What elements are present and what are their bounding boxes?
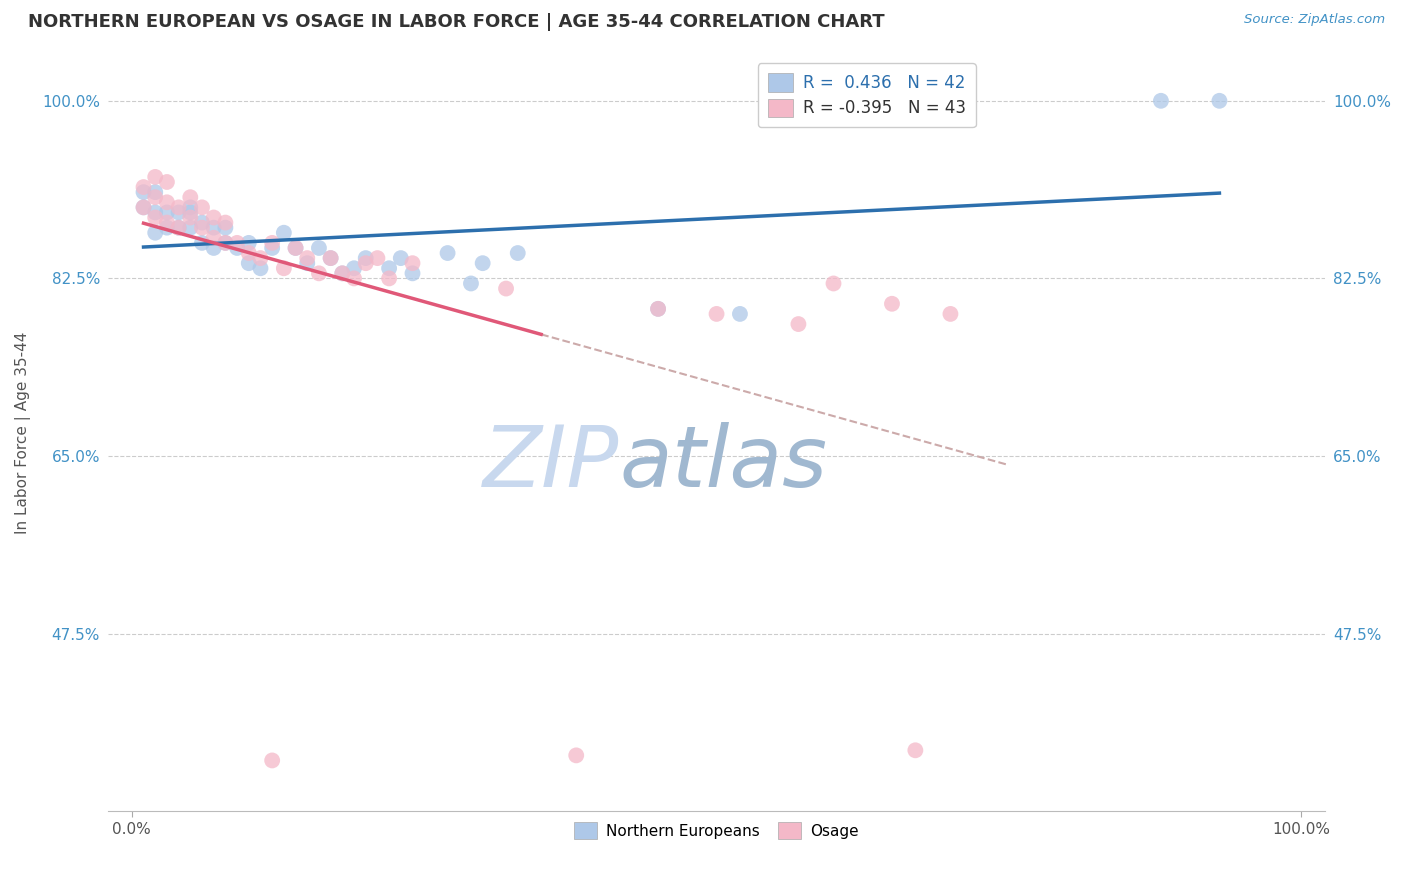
- Point: [226, 235, 249, 250]
- Point: [191, 235, 214, 250]
- Point: [132, 185, 155, 199]
- Point: [132, 200, 155, 214]
- Legend: Northern Europeans, Osage: Northern Europeans, Osage: [568, 816, 865, 845]
- Point: [202, 231, 225, 245]
- Point: [214, 220, 236, 235]
- Point: [214, 216, 236, 230]
- Point: [156, 220, 179, 235]
- Point: [143, 205, 166, 219]
- Point: [647, 301, 669, 316]
- Point: [262, 754, 284, 768]
- Point: [401, 266, 423, 280]
- Point: [343, 271, 366, 285]
- Point: [167, 220, 190, 235]
- Point: [565, 748, 588, 763]
- Point: [249, 251, 271, 265]
- Point: [143, 185, 166, 199]
- Point: [273, 261, 295, 276]
- Point: [191, 220, 214, 235]
- Text: Source: ZipAtlas.com: Source: ZipAtlas.com: [1244, 13, 1385, 27]
- Text: ZIP: ZIP: [484, 422, 619, 505]
- Point: [460, 277, 482, 291]
- Point: [238, 246, 260, 260]
- Point: [167, 200, 190, 214]
- Point: [880, 297, 903, 311]
- Point: [330, 266, 353, 280]
- Point: [319, 251, 342, 265]
- Point: [156, 205, 179, 219]
- Point: [167, 205, 190, 219]
- Point: [179, 190, 201, 204]
- Point: [167, 220, 190, 235]
- Point: [262, 235, 284, 250]
- Y-axis label: In Labor Force | Age 35-44: In Labor Force | Age 35-44: [15, 332, 31, 534]
- Point: [143, 211, 166, 225]
- Point: [436, 246, 458, 260]
- Point: [343, 261, 366, 276]
- Point: [354, 251, 377, 265]
- Point: [156, 216, 179, 230]
- Point: [191, 216, 214, 230]
- Point: [226, 241, 249, 255]
- Point: [179, 220, 201, 235]
- Point: [706, 307, 728, 321]
- Point: [202, 211, 225, 225]
- Point: [249, 261, 271, 276]
- Point: [143, 226, 166, 240]
- Point: [284, 241, 307, 255]
- Point: [214, 235, 236, 250]
- Point: [319, 251, 342, 265]
- Point: [273, 226, 295, 240]
- Point: [262, 241, 284, 255]
- Point: [378, 271, 401, 285]
- Point: [179, 211, 201, 225]
- Point: [132, 180, 155, 194]
- Point: [297, 256, 319, 270]
- Point: [143, 190, 166, 204]
- Point: [787, 317, 810, 331]
- Point: [179, 205, 201, 219]
- Point: [284, 241, 307, 255]
- Point: [238, 256, 260, 270]
- Point: [143, 169, 166, 184]
- Text: atlas: atlas: [619, 422, 827, 505]
- Point: [214, 235, 236, 250]
- Point: [389, 251, 412, 265]
- Point: [378, 261, 401, 276]
- Point: [506, 246, 529, 260]
- Point: [1150, 94, 1173, 108]
- Point: [156, 175, 179, 189]
- Point: [308, 266, 330, 280]
- Point: [330, 266, 353, 280]
- Point: [471, 256, 494, 270]
- Point: [202, 220, 225, 235]
- Point: [297, 251, 319, 265]
- Point: [401, 256, 423, 270]
- Point: [238, 235, 260, 250]
- Point: [354, 256, 377, 270]
- Point: [308, 241, 330, 255]
- Point: [647, 301, 669, 316]
- Point: [823, 277, 845, 291]
- Text: NORTHERN EUROPEAN VS OSAGE IN LABOR FORCE | AGE 35-44 CORRELATION CHART: NORTHERN EUROPEAN VS OSAGE IN LABOR FORC…: [28, 13, 884, 31]
- Point: [1208, 94, 1230, 108]
- Point: [179, 200, 201, 214]
- Point: [191, 200, 214, 214]
- Point: [904, 743, 927, 757]
- Point: [202, 241, 225, 255]
- Point: [366, 251, 388, 265]
- Point: [495, 281, 517, 295]
- Point: [728, 307, 751, 321]
- Point: [132, 200, 155, 214]
- Point: [939, 307, 962, 321]
- Point: [156, 195, 179, 210]
